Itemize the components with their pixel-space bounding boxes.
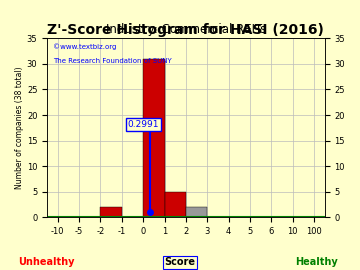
- Title: Z'-Score Histogram for HASI (2016): Z'-Score Histogram for HASI (2016): [48, 23, 324, 37]
- Text: Unhealthy: Unhealthy: [19, 257, 75, 267]
- Bar: [165, 192, 186, 217]
- Bar: [100, 207, 122, 217]
- Text: Industry: Commercial REITs: Industry: Commercial REITs: [106, 23, 266, 36]
- Text: Score: Score: [165, 257, 195, 267]
- Bar: [143, 59, 165, 217]
- Y-axis label: Number of companies (38 total): Number of companies (38 total): [15, 66, 24, 189]
- Text: The Research Foundation of SUNY: The Research Foundation of SUNY: [53, 58, 171, 64]
- Text: Healthy: Healthy: [296, 257, 338, 267]
- Text: ©www.textbiz.org: ©www.textbiz.org: [53, 44, 116, 50]
- Bar: [186, 207, 207, 217]
- Text: 0.2991: 0.2991: [127, 120, 159, 129]
